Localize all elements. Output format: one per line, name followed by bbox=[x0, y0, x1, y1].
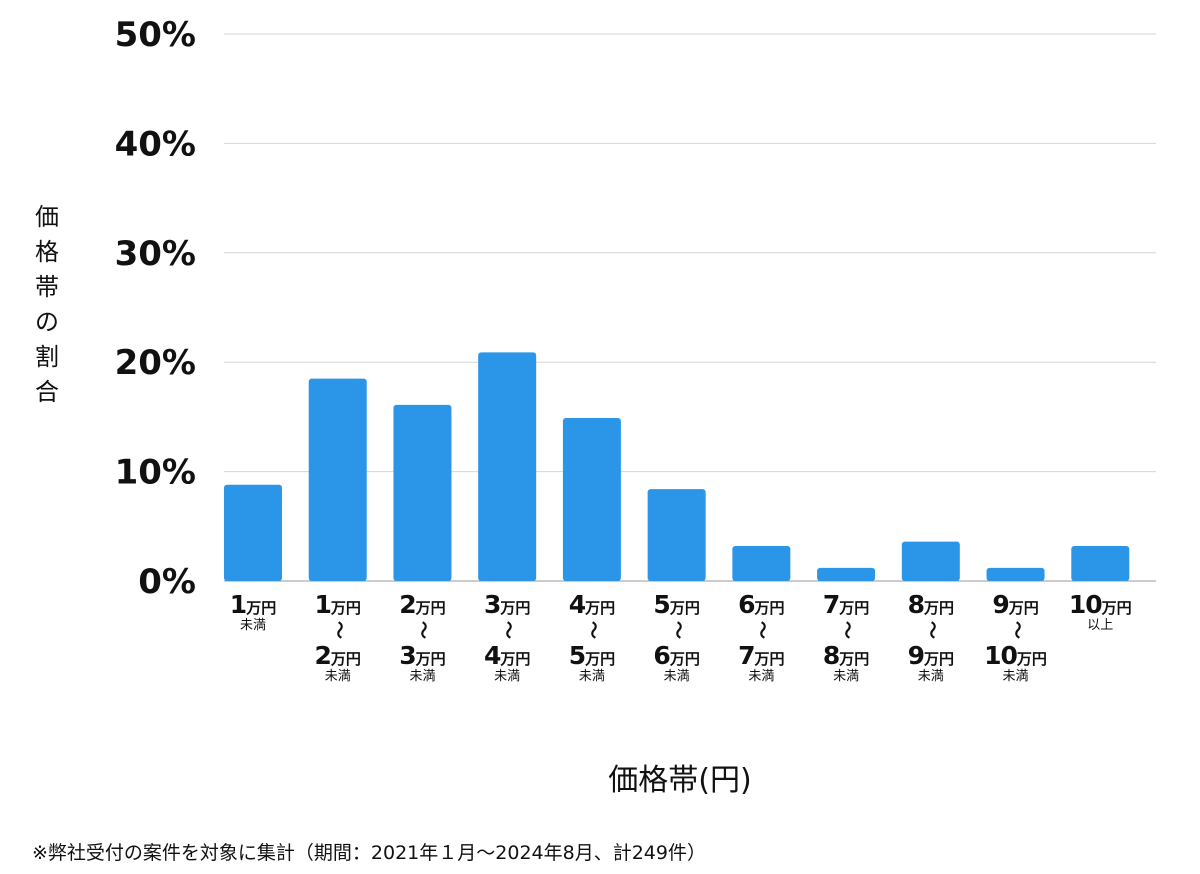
x-tick-label: 6万円〜 7万円 未満 bbox=[738, 590, 785, 684]
y-tick-label: 0% bbox=[138, 562, 196, 602]
x-tick-label: 10万円 以上 bbox=[1068, 590, 1132, 633]
bar bbox=[1071, 545, 1130, 581]
x-tick-label: 1万円〜 2万円 未満 bbox=[314, 590, 361, 684]
y-tick-label: 40% bbox=[115, 124, 196, 164]
bar bbox=[224, 484, 282, 581]
bar bbox=[732, 545, 791, 581]
y-tick-label: 30% bbox=[115, 234, 196, 274]
x-tick-label: 9万円〜 10万円 未満 bbox=[984, 590, 1047, 684]
x-tick-label: 1万円 未満 bbox=[229, 590, 277, 633]
bar bbox=[478, 352, 537, 581]
bar bbox=[562, 417, 621, 581]
bar bbox=[647, 489, 706, 581]
footnote: ※弊社受付の案件を対象に集計（期間：2021年１月〜2024年8月、計249件） bbox=[32, 842, 706, 864]
x-tick-label: 2万円〜 3万円 未満 bbox=[399, 590, 446, 684]
x-tick-label: 3万円〜 4万円 未満 bbox=[483, 590, 531, 684]
bar bbox=[901, 541, 960, 581]
y-tick-label: 10% bbox=[115, 453, 196, 493]
x-tick-label: 7万円〜 8万円 未満 bbox=[822, 590, 870, 684]
y-tick-label: 50% bbox=[115, 15, 196, 55]
x-tick-label: 8万円〜 9万円 未満 bbox=[907, 590, 955, 684]
bar bbox=[308, 378, 367, 581]
bar bbox=[817, 567, 876, 581]
y-axis-label: 価格帯の割合 bbox=[35, 203, 59, 406]
x-axis-label: 価格帯(円) bbox=[608, 763, 752, 798]
x-tick-label: 5万円〜 6万円 未満 bbox=[653, 590, 700, 684]
x-tick-label: 4万円〜 5万円 未満 bbox=[568, 590, 616, 684]
bar bbox=[986, 567, 1045, 581]
y-tick-label: 20% bbox=[115, 343, 196, 383]
bar bbox=[393, 404, 452, 581]
